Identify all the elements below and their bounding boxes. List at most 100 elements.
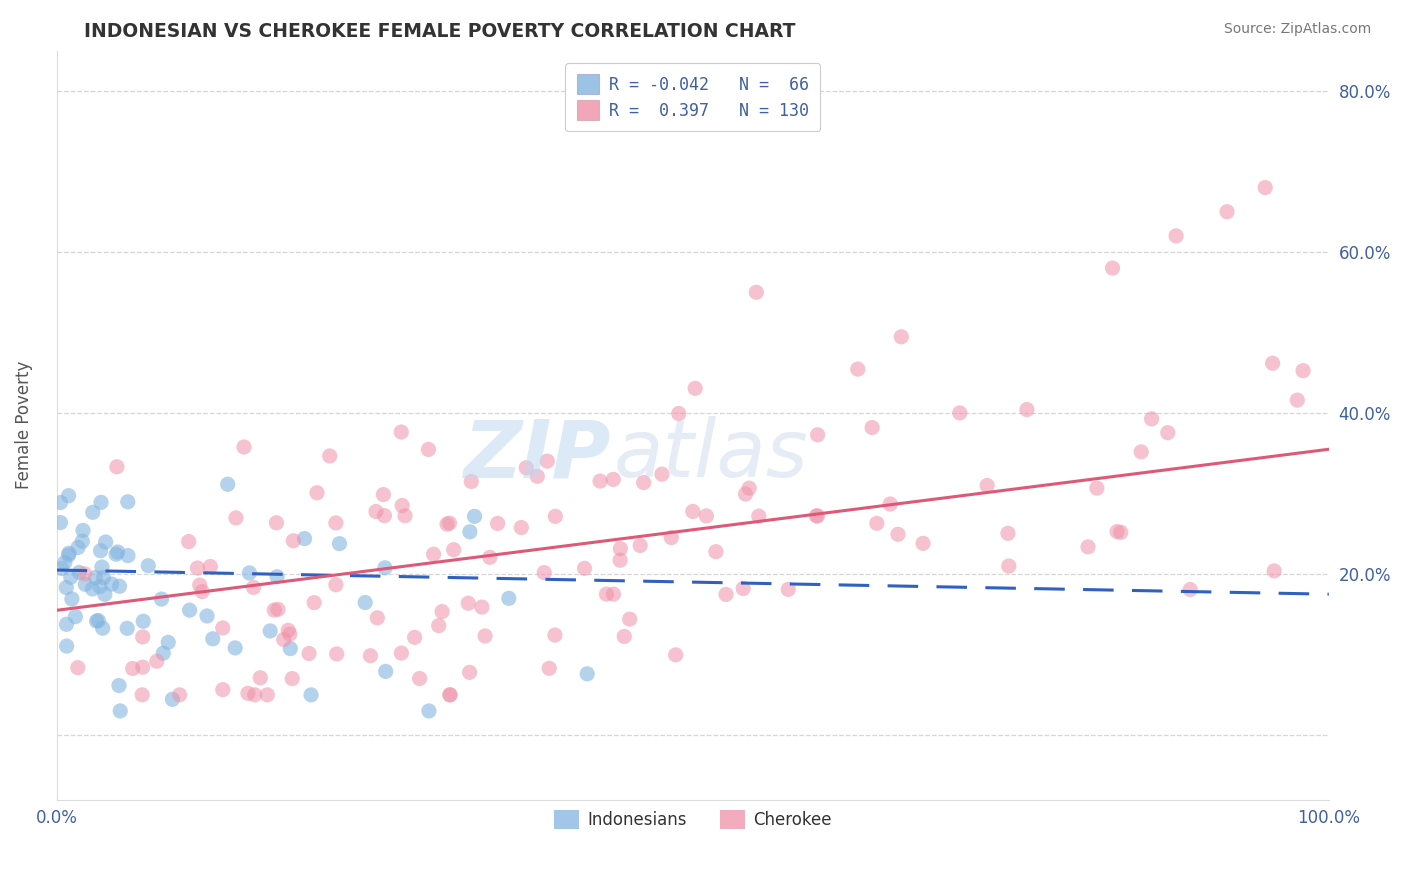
Point [195,609,218,624]
Point [117,495,139,509]
Point [374,665,396,679]
Point [58,489,80,503]
Point [169,688,191,702]
Point [609,541,631,556]
Point [374,561,396,575]
Point [1140,412,1163,426]
Point [107,545,129,559]
Point [58,546,80,560]
Point [510,520,533,534]
Point [238,566,260,580]
Point [1286,393,1309,408]
Point [100,577,122,591]
Point [1164,228,1187,243]
Point [778,582,800,597]
Y-axis label: Female Poverty: Female Poverty [15,361,32,490]
Point [436,517,458,532]
Point [131,630,153,644]
Point [162,692,184,706]
Point [860,420,883,434]
Point [879,497,901,511]
Point [86,614,108,628]
Point [408,672,430,686]
Point [659,531,682,545]
Point [259,624,281,638]
Point [651,467,673,482]
Point [1292,364,1315,378]
Point [418,704,440,718]
Point [188,578,211,592]
Point [389,646,412,660]
Point [471,600,494,615]
Point [94,535,117,549]
Point [201,632,224,646]
Point [72,524,94,538]
Point [359,648,381,663]
Point [602,587,624,601]
Point [65,609,87,624]
Point [613,630,636,644]
Point [976,478,998,492]
Point [890,330,912,344]
Point [186,561,208,575]
Point [366,611,388,625]
Point [299,688,322,702]
Point [538,661,561,675]
Point [443,542,465,557]
Point [391,499,413,513]
Point [73,566,96,581]
Point [389,425,412,439]
Point [1263,564,1285,578]
Point [439,516,461,530]
Point [806,508,828,523]
Point [278,641,301,656]
Point [211,682,233,697]
Point [110,704,132,718]
Point [683,381,706,395]
Point [439,688,461,702]
Point [595,587,617,601]
Text: Source: ZipAtlas.com: Source: ZipAtlas.com [1223,22,1371,37]
Point [90,543,112,558]
Point [283,533,305,548]
Point [55,581,77,595]
Point [714,587,737,601]
Point [266,516,288,530]
Point [668,407,690,421]
Text: atlas: atlas [614,416,808,494]
Point [806,508,828,523]
Point [67,566,90,580]
Point [544,509,567,524]
Point [682,504,704,518]
Point [738,481,761,495]
Point [460,475,482,489]
Point [115,621,138,635]
Point [394,508,416,523]
Point [89,580,111,594]
Point [59,570,82,584]
Point [75,577,97,591]
Point [67,541,90,555]
Point [734,487,756,501]
Point [150,592,173,607]
Point [131,688,153,702]
Point [224,640,246,655]
Point [60,591,83,606]
Point [1216,204,1239,219]
Point [217,477,239,491]
Point [464,509,486,524]
Point [1180,582,1202,597]
Point [51,561,73,575]
Point [58,548,80,562]
Point [305,485,328,500]
Point [1254,180,1277,194]
Point [179,603,201,617]
Text: ZIP: ZIP [463,416,610,494]
Point [325,516,347,530]
Point [404,630,426,644]
Point [53,556,76,570]
Point [887,527,910,541]
Point [427,618,450,632]
Point [121,661,143,675]
Point [87,614,110,628]
